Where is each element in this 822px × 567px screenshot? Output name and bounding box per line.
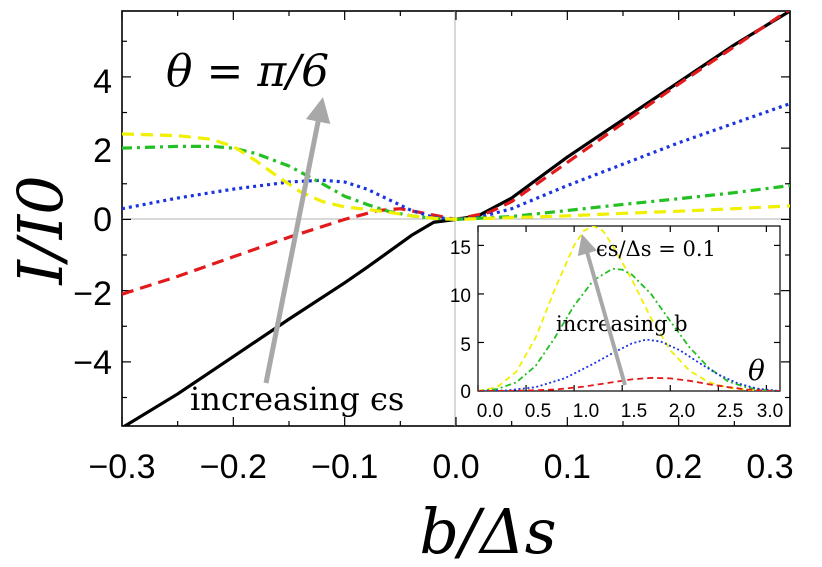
inset-y-tick-labels: 0 5 10 15 (450, 238, 471, 403)
increasing-eps-label: increasing ϵs (190, 380, 404, 418)
main-y-tick-label: 0 (93, 201, 112, 239)
inset-y-tick-label: 10 (450, 286, 471, 307)
inset-param-label: ϵs/Δs = 0.1 (596, 237, 716, 261)
inset-series-2 (478, 338, 780, 391)
main-ticks (121, 11, 791, 426)
main-y-axis-label: I/I0 (4, 175, 77, 285)
inset-x-tick-label: 1.0 (573, 401, 599, 422)
main-x-tick-label: 0.2 (655, 448, 702, 486)
inset-y-tick-label: 15 (450, 238, 471, 259)
main-series-3 (122, 144, 790, 221)
main-x-tick-labels: −0.3 −0.2 −0.1 0.0 0.1 0.2 0.3 (88, 448, 793, 486)
main-y-tick-labels: −4 −2 0 2 4 (73, 63, 112, 382)
increasing-b-arrow (577, 234, 627, 386)
main-series-1 (122, 11, 790, 296)
inset-x-tick-label: 2.5 (717, 401, 743, 422)
inset-series-0 (478, 226, 780, 391)
inset-series-3 (478, 377, 780, 391)
theta-label: θ = π/6 (166, 46, 329, 97)
inset-background (477, 225, 781, 392)
inset-increasing-b-label: increasing b (556, 312, 688, 336)
main-y-tick-label: −2 (73, 275, 112, 313)
inset-x-axis-label: θ (748, 354, 765, 387)
main-x-axis-label: b/Δs (419, 495, 556, 567)
inset-x-tick-label: 1.5 (621, 401, 647, 422)
main-y-tick-label: −4 (73, 344, 112, 382)
main-y-tick-label: 2 (93, 132, 112, 170)
main-series-4 (122, 132, 790, 221)
main-x-tick-label: 0.0 (432, 448, 479, 486)
main-series-0 (122, 11, 790, 426)
inset-x-tick-label: 2.0 (669, 401, 695, 422)
inset-x-tick-label: 0.5 (525, 401, 551, 422)
inset-y-tick-label: 0 (460, 382, 471, 403)
main-x-tick-label: −0.2 (200, 448, 267, 486)
inset-x-tick-label: 0.0 (477, 401, 503, 422)
main-x-tick-label: −0.3 (88, 448, 155, 486)
main-x-tick-label: 0.3 (746, 448, 793, 486)
inset-x-tick-labels: 0.0 0.5 1.0 1.5 2.0 2.5 3.0 (477, 401, 783, 422)
main-series-group (122, 11, 790, 426)
inset-series-1 (478, 267, 780, 391)
increasing-eps-arrow (263, 97, 331, 384)
main-y-tick-label: 4 (93, 63, 112, 101)
inset-series-group (478, 226, 780, 391)
inset-y-tick-label: 5 (460, 335, 471, 356)
main-x-tick-label: 0.1 (544, 448, 591, 486)
main-x-tick-label: −0.1 (311, 448, 378, 486)
inset-x-tick-label: 3.0 (757, 401, 783, 422)
main-series-2 (122, 102, 790, 221)
